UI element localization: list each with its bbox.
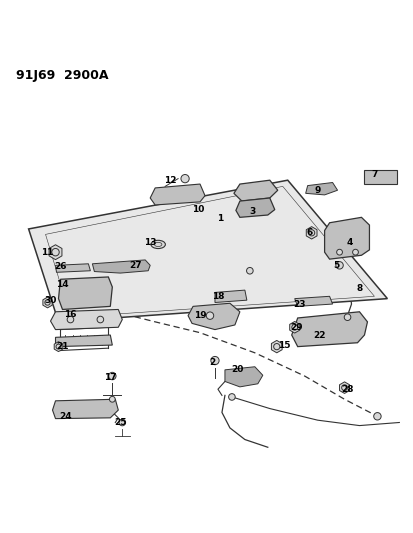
Circle shape (228, 394, 235, 400)
Text: 15: 15 (278, 341, 290, 350)
Text: 1: 1 (216, 214, 223, 223)
Circle shape (180, 174, 189, 183)
Polygon shape (150, 184, 204, 205)
Polygon shape (50, 310, 122, 329)
Text: 3: 3 (249, 207, 255, 216)
Text: 20: 20 (231, 365, 244, 374)
Text: 27: 27 (128, 261, 141, 270)
Text: 22: 22 (313, 330, 325, 340)
Polygon shape (224, 367, 262, 387)
Text: 30: 30 (44, 296, 57, 305)
Text: 4: 4 (346, 238, 352, 247)
Circle shape (52, 248, 59, 256)
Text: 29: 29 (290, 323, 302, 332)
Circle shape (108, 373, 116, 379)
Polygon shape (294, 296, 332, 306)
Circle shape (343, 314, 350, 320)
Text: 28: 28 (340, 385, 353, 394)
Text: 16: 16 (64, 310, 76, 319)
Text: 5: 5 (332, 261, 339, 270)
Ellipse shape (151, 240, 165, 248)
Polygon shape (233, 180, 277, 201)
Circle shape (119, 419, 125, 426)
Polygon shape (188, 303, 239, 329)
Circle shape (341, 385, 347, 391)
Circle shape (206, 312, 213, 319)
Text: 18: 18 (211, 292, 224, 301)
Text: 11: 11 (41, 248, 54, 257)
Polygon shape (339, 382, 349, 393)
Circle shape (291, 325, 297, 330)
Polygon shape (306, 227, 316, 239)
Polygon shape (55, 335, 112, 346)
Polygon shape (92, 260, 150, 273)
Text: 10: 10 (191, 205, 204, 214)
Circle shape (308, 230, 314, 236)
Circle shape (97, 316, 103, 323)
Polygon shape (52, 399, 118, 418)
Circle shape (352, 249, 358, 255)
Text: 14: 14 (56, 280, 69, 289)
Polygon shape (55, 264, 90, 272)
Polygon shape (49, 245, 62, 260)
Text: 23: 23 (293, 300, 305, 309)
Text: 24: 24 (59, 412, 71, 421)
Circle shape (210, 357, 218, 365)
Text: 9: 9 (314, 185, 320, 195)
Polygon shape (289, 321, 299, 333)
Polygon shape (214, 290, 246, 303)
Text: 26: 26 (54, 262, 66, 271)
Polygon shape (291, 312, 367, 346)
Text: 19: 19 (193, 311, 206, 320)
Circle shape (336, 249, 342, 255)
Text: 2: 2 (208, 358, 215, 367)
Circle shape (373, 413, 380, 420)
Polygon shape (28, 180, 387, 322)
Circle shape (246, 268, 252, 274)
Polygon shape (271, 341, 281, 353)
Text: 17: 17 (104, 373, 116, 382)
Circle shape (67, 316, 74, 323)
Text: 12: 12 (164, 176, 176, 185)
Circle shape (56, 344, 61, 349)
Circle shape (109, 397, 115, 402)
Text: 91J69  2900A: 91J69 2900A (16, 69, 108, 83)
Polygon shape (58, 277, 112, 310)
Circle shape (335, 262, 342, 269)
Circle shape (273, 344, 279, 350)
Circle shape (45, 300, 50, 305)
Text: 8: 8 (356, 284, 362, 293)
Polygon shape (235, 198, 274, 217)
Text: 13: 13 (144, 238, 156, 247)
Polygon shape (363, 170, 396, 184)
Text: 6: 6 (306, 228, 312, 237)
Polygon shape (305, 182, 337, 195)
Text: 25: 25 (114, 418, 126, 427)
Text: 21: 21 (56, 342, 69, 351)
Polygon shape (324, 217, 368, 259)
Text: 7: 7 (370, 170, 377, 179)
Polygon shape (43, 297, 52, 308)
Polygon shape (54, 342, 63, 352)
